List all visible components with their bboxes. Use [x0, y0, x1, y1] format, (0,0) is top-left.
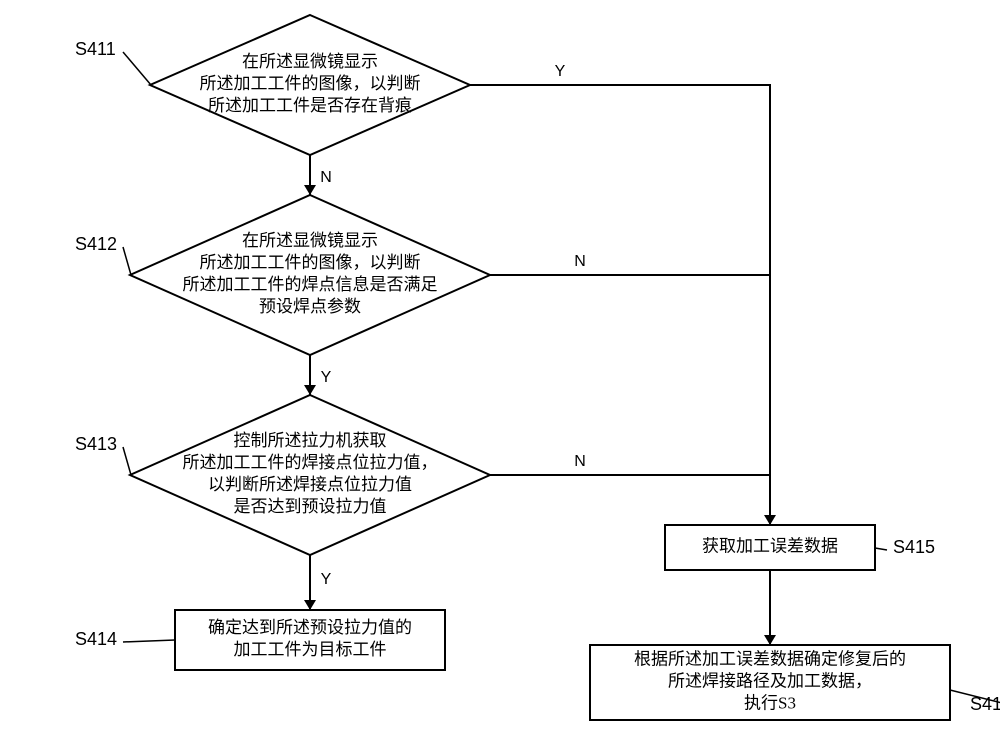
node-text: 所述加工工件的图像，以判断: [200, 74, 421, 93]
flowchart-canvas: 在所述显微镜显示所述加工工件的图像，以判断所述加工工件是否存在背痕在所述显微镜显…: [0, 0, 1000, 746]
label-pointer: [123, 640, 175, 642]
node-text: 所述加工工件的焊接点位拉力值，: [183, 453, 438, 472]
label-l412: S412: [75, 234, 131, 275]
edge-0: N: [304, 155, 332, 195]
node-text: 所述加工工件的焊点信息是否满足: [183, 275, 438, 294]
node-text: 根据所述加工误差数据确定修复后的: [634, 649, 906, 668]
step-label: S413: [75, 434, 117, 454]
arrow-head: [304, 600, 316, 610]
edge-label: Y: [321, 571, 332, 588]
node-s414: 确定达到所述预设拉力值的加工工件为目标工件: [175, 610, 445, 670]
edge-5: N: [490, 453, 770, 475]
arrow-head: [304, 385, 316, 395]
node-s416: 根据所述加工误差数据确定修复后的所述焊接路径及加工数据， 执行S3: [590, 645, 950, 720]
label-pointer: [123, 447, 131, 475]
node-s413: 控制所述拉力机获取所述加工工件的焊接点位拉力值， 以判断所述焊接点位拉力值是否达到…: [130, 395, 490, 555]
label-l411: S411: [75, 39, 151, 85]
label-l416: S416: [950, 690, 1000, 714]
step-label: S411: [75, 39, 116, 59]
node-s415: 获取加工误差数据: [665, 525, 875, 570]
edge-label: Y: [321, 369, 332, 386]
node-text: 确定达到所述预设拉力值的: [208, 618, 412, 637]
edge-4: N: [490, 253, 770, 275]
node-text: 所述加工工件的图像，以判断: [200, 253, 421, 272]
node-text: 是否达到预设拉力值: [234, 497, 387, 516]
label-pointer: [123, 52, 151, 85]
step-label: S415: [893, 537, 935, 557]
edge-2: Y: [304, 555, 332, 610]
node-s411: 在所述显微镜显示所述加工工件的图像，以判断所述加工工件是否存在背痕: [150, 15, 470, 155]
node-text: 加工工件为目标工件: [234, 640, 387, 659]
edge-label: Y: [555, 63, 566, 80]
node-text: 在所述显微镜显示: [242, 52, 378, 71]
label-l415: S415: [875, 537, 935, 557]
edge-label: N: [320, 169, 332, 186]
label-pointer: [875, 548, 887, 550]
label-pointer: [123, 247, 131, 275]
node-text: 获取加工误差数据: [702, 536, 838, 555]
arrow-head: [304, 185, 316, 195]
node-text: 预设焊点参数: [259, 297, 361, 316]
node-text: 控制所述拉力机获取: [234, 431, 387, 450]
node-text: 在所述显微镜显示: [242, 231, 378, 250]
edge-label: N: [574, 253, 586, 270]
edge-3: Y: [470, 63, 776, 525]
node-text: 所述焊接路径及加工数据，: [668, 671, 872, 690]
edge-6: [764, 570, 776, 645]
node-text: 执行S3: [744, 693, 796, 712]
edge-label: N: [574, 453, 586, 470]
step-label: S412: [75, 234, 117, 254]
node-s412: 在所述显微镜显示所述加工工件的图像，以判断所述加工工件的焊点信息是否满足预设焊点…: [130, 195, 490, 355]
arrow-head: [764, 635, 776, 645]
node-text: 所述加工工件是否存在背痕: [208, 96, 412, 115]
node-text: 以判断所述焊接点位拉力值: [208, 475, 412, 494]
label-l414: S414: [75, 629, 175, 649]
edge-line: [470, 85, 770, 525]
edge-1: Y: [304, 355, 332, 395]
label-l413: S413: [75, 434, 131, 475]
arrow-head: [764, 515, 776, 525]
step-label: S414: [75, 629, 117, 649]
